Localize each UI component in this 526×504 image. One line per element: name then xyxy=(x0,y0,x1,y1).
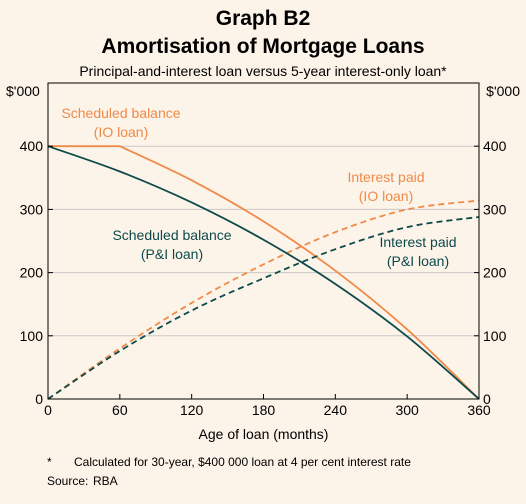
x-axis-label: Age of loan (months) xyxy=(199,426,329,442)
x-tick-label: 120 xyxy=(180,402,204,418)
source-text: RBA xyxy=(93,474,118,488)
x-tick-label: 180 xyxy=(252,402,276,418)
y-axis-unit-left: $'000 xyxy=(6,83,40,99)
y-tick-label-right: 100 xyxy=(483,328,507,344)
series-line xyxy=(47,199,480,400)
series-lines xyxy=(47,145,480,400)
y-axis-unit-right: $'000 xyxy=(486,83,520,99)
series-annotation: Interest paid (IO loan) xyxy=(347,169,424,204)
y-tick-label-right: 200 xyxy=(483,265,507,281)
series-line xyxy=(48,145,480,400)
footnote: * Calculated for 30-year, $400 000 loan a… xyxy=(47,455,411,469)
source-note: Source: RBA xyxy=(47,474,118,488)
source-label: Source: xyxy=(47,474,89,488)
footnote-text: Calculated for 30-year, $400 000 loan at… xyxy=(74,455,411,469)
chart-title: Graph B2 xyxy=(215,7,311,30)
series-annotation: Scheduled balance (IO loan) xyxy=(61,105,180,140)
x-tick-label: 60 xyxy=(112,402,128,418)
series-annotation: Interest paid (P&I loan) xyxy=(379,234,456,269)
y-tick-label-right: 400 xyxy=(483,138,507,154)
series-annotation: Scheduled balance (P&I loan) xyxy=(112,227,231,262)
footnote-marker: * xyxy=(47,455,52,469)
x-tick-label: 0 xyxy=(44,402,52,418)
y-tick-label-left: 400 xyxy=(20,138,44,154)
series-line xyxy=(47,145,480,400)
y-tick-label-left: 0 xyxy=(35,391,43,407)
chart-caption: Principal-and-interest loan versus 5-yea… xyxy=(79,63,447,79)
series-line xyxy=(47,216,480,400)
y-tick-label-right: 0 xyxy=(483,391,491,407)
x-tick-label: 240 xyxy=(324,402,348,418)
y-tick-label-left: 200 xyxy=(20,265,44,281)
x-tick-label: 360 xyxy=(467,402,491,418)
annotations: Scheduled balance (IO loan) Interest paid(… xyxy=(61,105,456,269)
chart-subtitle: Amortisation of Mortgage Loans xyxy=(101,35,425,58)
y-tick-label-left: 100 xyxy=(20,328,44,344)
y-tick-label-left: 300 xyxy=(20,201,44,217)
x-tick-label: 300 xyxy=(395,402,419,418)
y-tick-label-right: 300 xyxy=(483,201,507,217)
